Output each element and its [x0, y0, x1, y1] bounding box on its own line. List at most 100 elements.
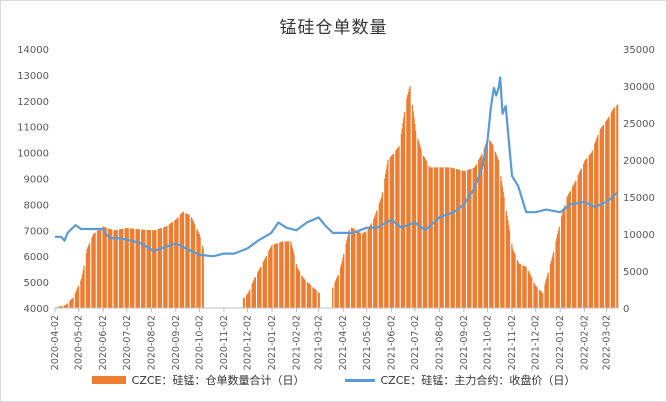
bar-mark — [568, 194, 570, 308]
bar-mark — [142, 229, 144, 308]
bar-mark — [579, 171, 581, 308]
bar-mark — [83, 265, 85, 308]
bar-mark — [193, 223, 196, 308]
bar-mark — [264, 257, 267, 308]
bar-mark — [362, 232, 365, 308]
bar-mark — [606, 119, 609, 308]
bar-mark — [293, 254, 295, 308]
bar-mark — [572, 185, 575, 308]
bar-mark — [392, 153, 395, 308]
bar-mark — [268, 249, 271, 308]
bar-mark — [562, 210, 564, 308]
bar-mark — [401, 128, 403, 308]
bar-mark — [66, 304, 68, 308]
bar-mark — [198, 234, 200, 308]
bar-mark — [284, 241, 286, 308]
y-right-tick-label: 20000 — [623, 156, 655, 167]
bar-mark — [585, 159, 587, 308]
bar-mark — [546, 275, 549, 308]
bar-mark — [192, 220, 194, 308]
bar-mark — [440, 167, 443, 308]
price-line — [55, 76, 618, 258]
bar-mark — [481, 154, 483, 308]
bar-mark — [391, 155, 393, 308]
bar-mark — [153, 230, 155, 308]
bar-mark — [578, 173, 580, 308]
bar-mark — [246, 294, 249, 308]
bar-mark — [121, 228, 123, 308]
x-tick-label: 2021-03-02 — [314, 315, 325, 370]
bar-mark — [158, 228, 160, 308]
bar-mark — [170, 223, 172, 308]
bar-mark — [451, 167, 453, 308]
bar-mark — [358, 232, 360, 308]
bar-mark — [275, 243, 277, 308]
bar-mark — [249, 289, 251, 308]
bar-mark — [309, 285, 312, 308]
bar-mark — [547, 272, 549, 308]
bar-mark — [108, 228, 110, 308]
bar-mark — [69, 300, 72, 308]
x-tick-label: 2022-02-02 — [580, 315, 591, 370]
bar-mark — [269, 248, 271, 308]
bar-mark — [253, 278, 256, 308]
bar-mark — [518, 263, 520, 308]
bar-mark — [254, 276, 256, 308]
bar-mark — [169, 223, 171, 308]
bar-mark — [59, 306, 62, 308]
bar-mark — [365, 231, 367, 308]
bar-mark — [550, 260, 552, 308]
bar-mark — [124, 228, 126, 308]
bar-mark — [141, 229, 143, 308]
bar-mark — [456, 169, 459, 308]
bar-mark — [367, 228, 369, 308]
bar-mark — [248, 291, 250, 308]
bar-mark — [527, 270, 530, 308]
bar-mark — [357, 231, 359, 308]
bar-mark — [479, 157, 481, 308]
bar-mark — [99, 229, 101, 308]
bar-mark — [407, 94, 409, 308]
bar-mark — [613, 108, 615, 308]
bar-mark — [85, 253, 88, 308]
bar-mark — [92, 234, 95, 308]
bar-mark — [434, 167, 436, 308]
bar-mark — [291, 244, 293, 308]
bar-mark — [505, 211, 508, 308]
y-right-tick-label: 15000 — [623, 193, 655, 204]
bar-mark — [453, 168, 455, 308]
bar-mark — [436, 167, 438, 308]
bar-mark — [270, 246, 272, 308]
bar-mark — [271, 245, 273, 308]
bar-mark — [332, 287, 334, 308]
x-tick-label: 2020-12-02 — [243, 315, 254, 370]
bar-mark — [160, 228, 163, 308]
bar-mark — [462, 170, 464, 308]
bar-mark — [422, 155, 425, 308]
bar-mark — [337, 274, 339, 308]
bar-mark — [346, 240, 348, 308]
bar-mark — [81, 274, 84, 308]
bar-mark — [469, 169, 471, 308]
bar-mark — [306, 282, 309, 308]
bar-mark — [263, 260, 265, 308]
bar-mark — [583, 161, 586, 308]
bar-mark — [292, 251, 294, 308]
bar-mark — [182, 212, 185, 308]
bar-mark — [97, 230, 99, 308]
bar-mark — [556, 237, 558, 308]
bar-mark — [563, 208, 565, 308]
bar-mark — [373, 219, 375, 308]
legend-item-line: CZCE：硅锰：主力合约：收盘价（日） — [344, 372, 575, 388]
bar-mark — [126, 228, 128, 308]
bar-mark — [190, 217, 193, 308]
bar-mark — [155, 229, 157, 308]
bar-mark — [144, 229, 146, 308]
bar-mark — [590, 153, 592, 308]
bar-mark — [291, 247, 294, 308]
bar-mark — [253, 280, 255, 308]
bar-mark — [375, 212, 377, 308]
bar-mark — [467, 169, 469, 308]
bar-mark — [70, 299, 73, 308]
x-tick-label: 2022-01-02 — [555, 315, 566, 370]
